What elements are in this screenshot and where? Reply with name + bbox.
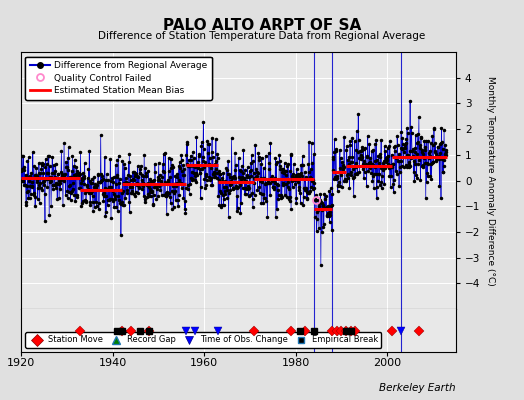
Legend: Station Move, Record Gap, Time of Obs. Change, Empirical Break: Station Move, Record Gap, Time of Obs. C… <box>25 332 381 348</box>
Text: 1920: 1920 <box>7 358 35 368</box>
Text: Difference of Station Temperature Data from Regional Average: Difference of Station Temperature Data f… <box>99 31 425 41</box>
Text: 1960: 1960 <box>190 358 218 368</box>
Text: 1940: 1940 <box>99 358 127 368</box>
Text: 1980: 1980 <box>281 358 310 368</box>
Legend: Difference from Regional Average, Quality Control Failed, Estimated Station Mean: Difference from Regional Average, Qualit… <box>26 56 212 100</box>
Text: Berkeley Earth: Berkeley Earth <box>379 383 456 393</box>
Y-axis label: Monthly Temperature Anomaly Difference (°C): Monthly Temperature Anomaly Difference (… <box>486 76 495 286</box>
Text: PALO ALTO ARPT OF SA: PALO ALTO ARPT OF SA <box>163 18 361 34</box>
Text: 2000: 2000 <box>373 358 401 368</box>
